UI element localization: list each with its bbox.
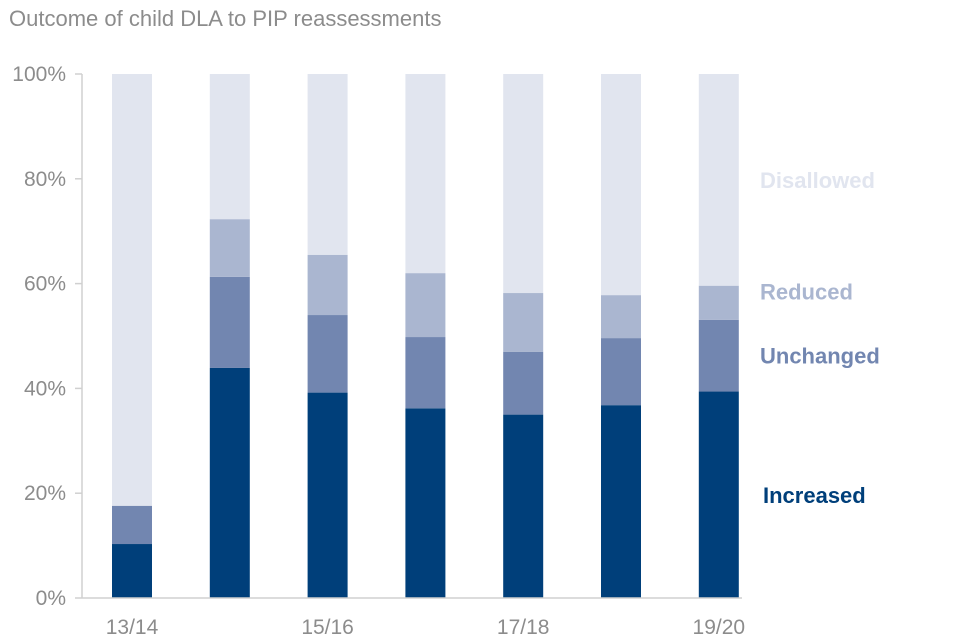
bar-disallowed-18-19 [601, 74, 641, 296]
bar-reduced-16-17 [405, 273, 446, 338]
bar-increased-17-18 [503, 414, 544, 598]
bar-increased-15-16 [307, 392, 348, 598]
bar-disallowed-14-15 [209, 74, 250, 220]
bar-increased-14-15 [209, 367, 250, 598]
bar-disallowed-19-20 [698, 74, 739, 286]
x-tick-label: 13/14 [106, 616, 159, 639]
legend-reduced: Reduced [760, 280, 853, 305]
bar-disallowed-15-16 [307, 74, 348, 255]
y-tick-label: 80% [24, 168, 66, 191]
legend-increased: Increased [763, 483, 866, 508]
bar-reduced-19-20 [698, 285, 739, 320]
legend: Increased Unchanged Reduced Disallowed [760, 168, 880, 508]
x-tick-label: 15/16 [301, 616, 354, 639]
bar-reduced-17-18 [503, 293, 544, 352]
bar-reduced-18-19 [601, 295, 641, 339]
x-axis: 13/14 15/16 17/18 19/20 [106, 616, 745, 639]
bar-increased-19-20 [698, 391, 739, 598]
y-tick-label: 20% [24, 482, 66, 505]
bar-increased-18-19 [601, 405, 641, 598]
bar-disallowed-17-18 [503, 74, 544, 294]
bar-unchanged-13-14 [112, 505, 152, 545]
bar-increased-16-17 [405, 408, 446, 598]
bar-unchanged-14-15 [209, 276, 250, 368]
y-tick-label: 0% [36, 587, 66, 610]
bars [112, 74, 739, 598]
bar-increased-13-14 [112, 544, 152, 598]
bar-unchanged-15-16 [307, 315, 348, 393]
bar-unchanged-17-18 [503, 351, 544, 415]
y-axis: 0% 20% 40% 60% 80% 100% [12, 63, 83, 610]
y-tick-label: 40% [24, 377, 66, 400]
bar-unchanged-16-17 [405, 337, 446, 409]
bar-unchanged-19-20 [698, 319, 739, 392]
chart-title: Outcome of child DLA to PIP reassessment… [9, 6, 442, 31]
legend-unchanged: Unchanged [760, 344, 880, 369]
bar-disallowed-16-17 [405, 74, 446, 274]
legend-disallowed: Disallowed [760, 168, 875, 193]
x-tick-label: 19/20 [693, 616, 746, 639]
x-tick-label: 17/18 [497, 616, 550, 639]
bar-reduced-15-16 [307, 254, 348, 316]
bar-unchanged-18-19 [601, 338, 641, 406]
y-tick-label: 100% [12, 63, 66, 86]
y-tick-label: 60% [24, 273, 66, 296]
bar-disallowed-13-14 [112, 74, 152, 506]
bar-reduced-14-15 [209, 219, 250, 277]
